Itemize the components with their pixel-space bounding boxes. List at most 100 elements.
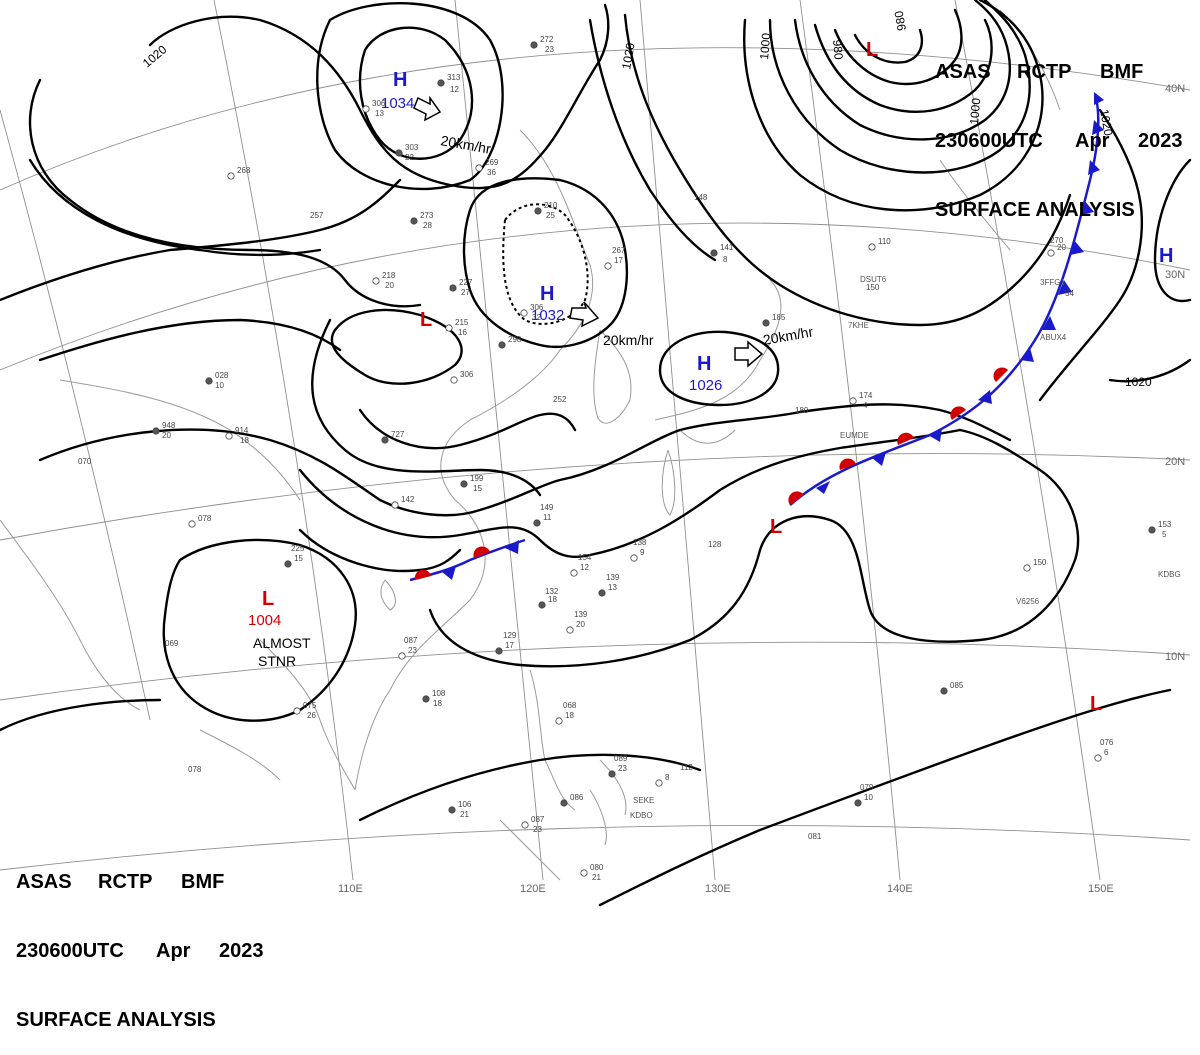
station-circle	[448, 806, 456, 814]
station-value: 15	[473, 484, 482, 493]
station-circle	[566, 626, 574, 634]
station-circle	[225, 432, 233, 440]
stnr-line-1: ALMOST	[253, 635, 311, 651]
isobar-label: 1000	[967, 97, 983, 125]
meridian-120e	[454, 0, 544, 881]
station-value: 18	[565, 711, 574, 720]
isobar-h1032-ring	[462, 177, 629, 348]
station-value: 210	[544, 201, 558, 210]
station-code: DSUT6	[860, 275, 887, 284]
chart-header-top: ASAS RCTP BMF 230600UTC Apr 2023 SURFACE ANA…	[935, 15, 1183, 245]
coast-japan	[654, 279, 782, 444]
station-circle	[498, 341, 506, 349]
warm-symbol	[839, 458, 856, 470]
station-value: 9	[640, 548, 645, 557]
station-code: KDBO	[630, 811, 653, 820]
station-circle	[710, 249, 718, 257]
isobar-1012-tibet	[38, 318, 342, 362]
station-value: 23	[408, 646, 417, 655]
station-circle	[495, 647, 503, 655]
station-value: 914	[235, 426, 249, 435]
station-value: 32	[532, 313, 541, 322]
station-circle	[534, 207, 542, 215]
station-value: 306	[530, 303, 544, 312]
header-product: BMF	[181, 871, 225, 893]
warm-symbol	[414, 569, 431, 580]
station-value: 727	[391, 430, 405, 439]
station-circle	[570, 569, 578, 577]
station-value: 267	[612, 246, 626, 255]
warm-symbol	[993, 367, 1008, 382]
station-circle	[1047, 249, 1055, 257]
station-value: 112	[680, 763, 693, 772]
station-circle	[437, 79, 445, 87]
cold-symbol	[1092, 120, 1104, 135]
station-value: 23	[545, 45, 554, 54]
station-value: 11	[543, 513, 552, 522]
station-circle	[1023, 564, 1031, 572]
station-value: 075	[303, 701, 317, 710]
station-value: 27	[461, 288, 470, 297]
isobar-1020-se-east	[1108, 358, 1192, 383]
arrow-h1032	[569, 301, 600, 328]
lat-label: 20N	[1165, 456, 1185, 468]
station-circle	[533, 519, 541, 527]
cold-symbol	[1042, 316, 1056, 330]
station-value: 199	[470, 474, 484, 483]
station-value: 069	[165, 639, 179, 648]
cold-symbol	[505, 540, 519, 554]
station-value: 306	[372, 99, 386, 108]
cold-symbol	[442, 566, 456, 580]
station-circle	[372, 277, 380, 285]
warm-symbol	[897, 432, 914, 445]
low-center-l-north: L	[866, 39, 878, 61]
station-circle	[227, 172, 235, 180]
station-value: 185	[772, 313, 786, 322]
parallel-0	[0, 825, 1191, 871]
station-circle	[450, 376, 458, 384]
station-value: 270	[1050, 236, 1064, 245]
lon-label: 110E	[338, 883, 363, 895]
lon-label: 120E	[520, 883, 546, 895]
station-circle	[449, 284, 457, 292]
station-value: 087	[531, 815, 545, 824]
station-value: 078	[188, 765, 202, 774]
warm-symbol	[473, 546, 490, 558]
isobar-1024-h1034	[316, 2, 504, 191]
station-value: 225	[291, 544, 305, 553]
station-value: 6	[1104, 748, 1109, 757]
station-value: 128	[708, 540, 722, 549]
header-agency: ASAS	[935, 61, 991, 83]
pressure-centers: H H H H L L L L L	[262, 39, 1173, 715]
pressure-values: 1034 1032 1026 1004	[248, 95, 722, 629]
station-circle	[555, 717, 563, 725]
station-value: 17	[505, 641, 514, 650]
station-value: 16	[458, 328, 467, 337]
movement-label: 20km/hr	[603, 332, 654, 348]
station-value: 089	[614, 754, 628, 763]
header-year: 2023	[1138, 130, 1183, 152]
station-value: 148	[694, 193, 708, 202]
station-value: 272	[540, 35, 554, 44]
station-circle	[849, 397, 857, 405]
station-value: 078	[198, 514, 212, 523]
station-code: V6256	[1016, 597, 1040, 606]
header-year: 2023	[219, 940, 264, 962]
isobar-1020-west-big	[148, 3, 610, 190]
station-value: 132	[545, 587, 559, 596]
station-value: 087	[404, 636, 418, 645]
isobar-1008-long	[298, 528, 462, 573]
station-value: 12	[580, 563, 589, 572]
isobar-1012-central	[358, 408, 577, 450]
station-value: 106	[458, 800, 472, 809]
pressure-value-h1034: 1034	[381, 95, 414, 112]
isobar-south-1	[428, 428, 1080, 668]
station-circle	[560, 799, 568, 807]
cold-symbol	[1058, 280, 1072, 295]
arrow-h1034	[413, 95, 442, 122]
header-datetime: 230600UTC	[935, 130, 1043, 152]
station-value: 22	[405, 153, 414, 162]
station-value: 180	[795, 406, 809, 415]
station-value: 153	[1158, 520, 1172, 529]
isobar-1020-east	[1038, 108, 1143, 402]
